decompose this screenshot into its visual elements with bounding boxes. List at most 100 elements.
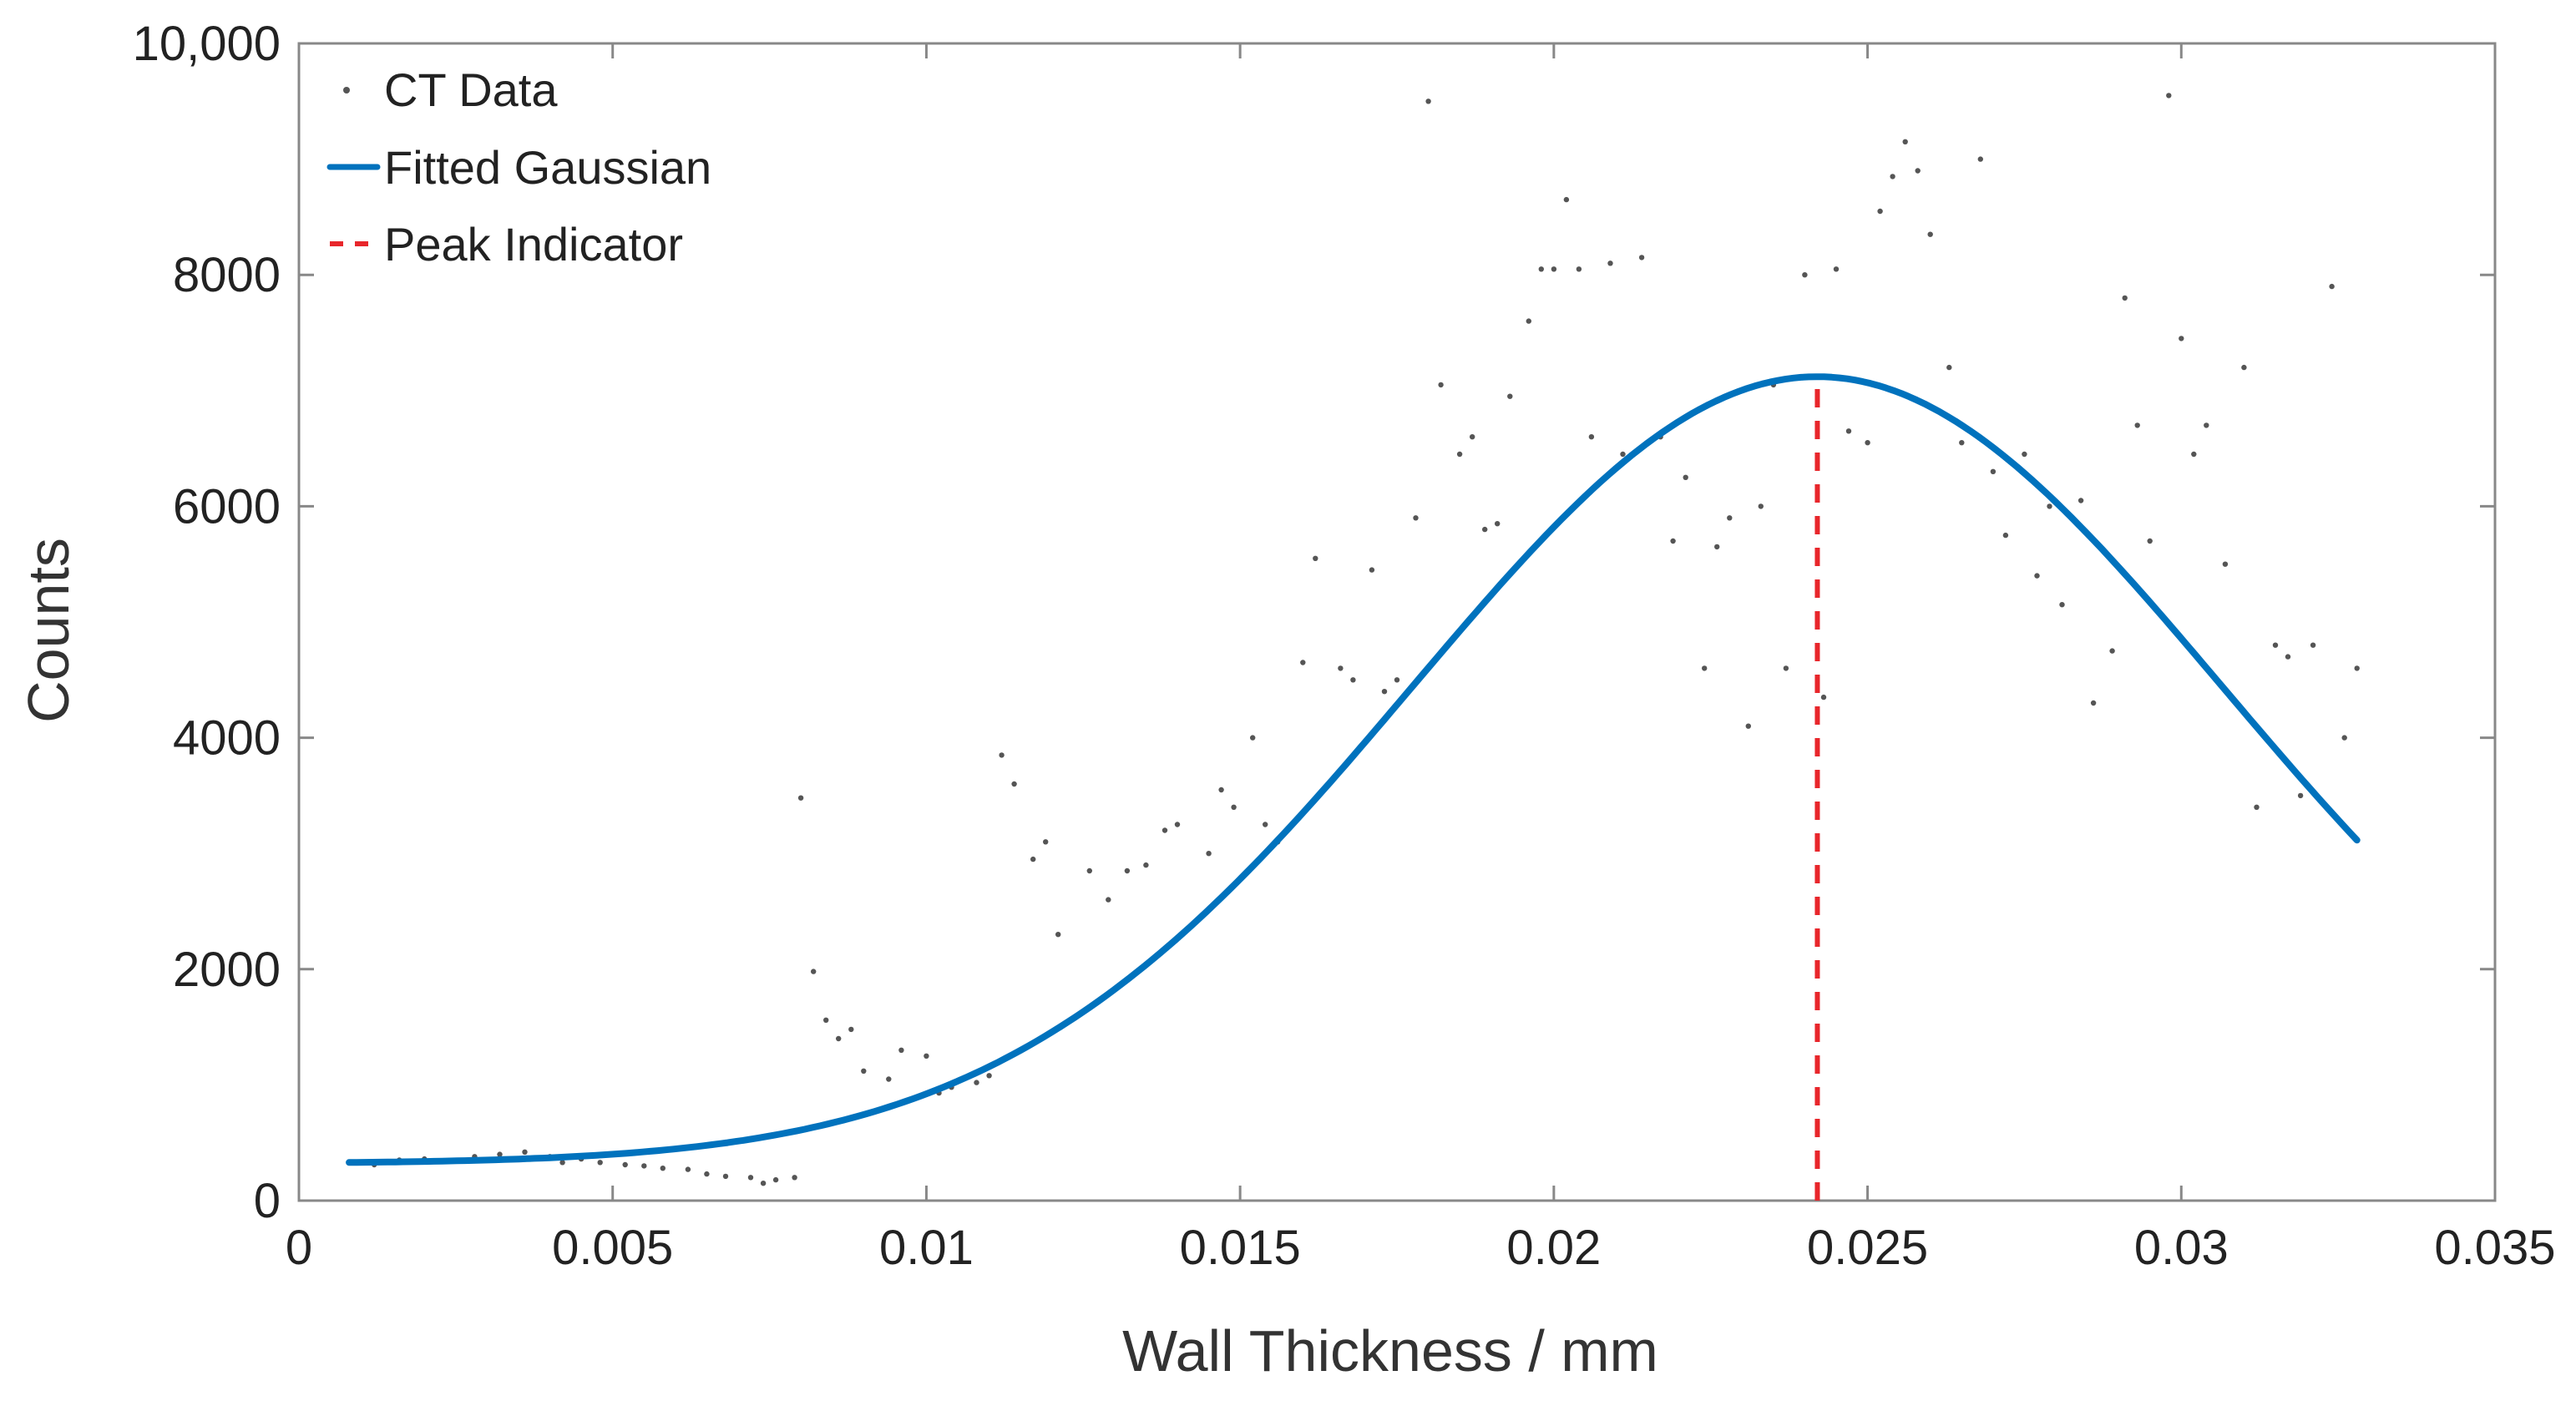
x-axis-title: Wall Thickness / mm	[1122, 1318, 1658, 1383]
ct-data-point	[2354, 665, 2360, 671]
ct-data-point	[986, 1073, 992, 1079]
ct-data-point	[2166, 93, 2172, 99]
ct-data-point	[2078, 498, 2084, 503]
ct-data-point	[999, 752, 1005, 758]
legend: CT Data Fitted Gaussian Peak Indicator	[326, 63, 711, 271]
ct-data-point	[622, 1161, 628, 1168]
ct-data-point	[2147, 538, 2153, 544]
fitted-gaussian-layer	[346, 373, 2361, 1166]
plot-area-border	[297, 42, 2497, 1202]
ct-data-point	[1877, 208, 1883, 215]
ct-data-point	[974, 1080, 979, 1085]
y-tick-label: 8000	[173, 248, 281, 302]
ct-data-point	[861, 1068, 867, 1075]
ct-data-point	[1043, 839, 1049, 845]
ct-data-point	[898, 1047, 904, 1054]
ct-data-point	[1482, 526, 1488, 533]
ct-data-point	[1174, 822, 1181, 827]
legend-item-peak-indicator: Peak Indicator	[330, 218, 683, 271]
ct-data-point	[1143, 862, 1149, 868]
ct-data-point	[1670, 538, 1676, 544]
ct-data-point	[2059, 602, 2065, 608]
ct-data-point	[1381, 689, 1388, 695]
ct-data-point	[1758, 503, 1764, 509]
ct-data-point	[1607, 260, 1613, 266]
ct-data-point	[722, 1173, 729, 1180]
ct-data-point	[2034, 573, 2040, 579]
legend-label-fitted-gaussian: Fitted Gaussian	[384, 141, 711, 194]
ct-data-point	[1350, 677, 1356, 683]
ct-data-point	[660, 1166, 666, 1171]
ct-data-point	[2285, 654, 2291, 660]
legend-dot-marker	[343, 87, 350, 94]
ct-data-point	[2341, 735, 2347, 741]
y-tick-label: 10,000	[133, 17, 281, 71]
ct-data-point	[1218, 786, 1224, 793]
ct-data-point	[1086, 867, 1093, 874]
y-axis-ticks: 0 2000 4000 6000 8000 10,000	[133, 17, 2495, 1228]
x-tick-label: 0.035	[2434, 1221, 2555, 1275]
ct-data-point	[1915, 168, 1921, 174]
ct-data-point	[522, 1149, 528, 1156]
ct-data-point	[2297, 792, 2304, 799]
plot-frame	[297, 42, 2497, 1202]
ct-data-point	[1890, 174, 1895, 180]
ct-data-point	[1495, 521, 1501, 527]
ct-data-point	[2204, 422, 2209, 428]
x-tick-label: 0.03	[2134, 1221, 2229, 1275]
ct-data-point	[2272, 642, 2279, 648]
legend-item-ct-data: CT Data	[343, 63, 558, 116]
ct-data-point	[1833, 266, 1840, 272]
ct-data-point	[1638, 255, 1645, 260]
ct-data-point	[1714, 544, 1720, 550]
ct-data-point	[823, 1017, 829, 1024]
ct-data-point	[1206, 851, 1212, 857]
ct-data-point	[2122, 295, 2128, 301]
ct-data-point	[797, 795, 804, 801]
ct-data-point	[1231, 804, 1237, 810]
y-axis-title: Counts	[16, 538, 81, 723]
ct-data-point	[1802, 272, 1808, 278]
ct-data-point	[1369, 567, 1375, 573]
y-tick-label: 2000	[173, 943, 281, 997]
ct-data-point	[559, 1160, 565, 1166]
ct-data-point	[1977, 156, 1983, 162]
ct-data-point	[1683, 474, 1688, 480]
fitted-gaussian-curve	[346, 373, 2361, 1166]
ct-data-point	[1576, 266, 1582, 272]
ct-data-point	[1538, 266, 1545, 272]
ct-data-point	[1124, 867, 1131, 874]
x-tick-label: 0.01	[879, 1221, 974, 1275]
legend-label-peak-indicator: Peak Indicator	[384, 218, 683, 271]
ct-data-point	[1526, 318, 1532, 324]
ct-data-point	[1413, 515, 1419, 521]
ct-data-point	[2179, 336, 2184, 341]
ct-data-point	[1030, 856, 1036, 862]
ct-data-point	[1161, 827, 1168, 833]
ct-data-point	[2222, 561, 2229, 567]
ct-data-point	[811, 969, 817, 974]
ct-data-point	[1551, 266, 1557, 272]
ct-data-point	[1250, 735, 1256, 741]
ct-data-point	[2134, 422, 2140, 428]
ct-data-point	[704, 1171, 710, 1177]
y-tick-label: 6000	[173, 479, 281, 534]
ct-data-point	[1620, 451, 1626, 458]
ct-data-point	[1563, 196, 1570, 203]
ct-data-point	[1425, 99, 1431, 104]
ct-data-point	[2002, 532, 2009, 539]
y-tick-label: 0	[254, 1174, 281, 1228]
ct-data-point	[886, 1076, 892, 1082]
x-tick-label: 0.015	[1180, 1221, 1301, 1275]
ct-data-point	[1300, 660, 1306, 665]
ct-data-point	[1588, 434, 1595, 440]
ct-data-point	[1865, 440, 1870, 446]
ct-data-point	[747, 1175, 754, 1181]
ct-data-point	[1727, 515, 1733, 521]
ct-data-point	[1106, 897, 1111, 903]
ct-data-point	[1783, 665, 1789, 671]
ct-data-point	[924, 1053, 929, 1060]
ct-data-point	[1507, 393, 1513, 399]
ct-data-point	[1263, 822, 1268, 827]
